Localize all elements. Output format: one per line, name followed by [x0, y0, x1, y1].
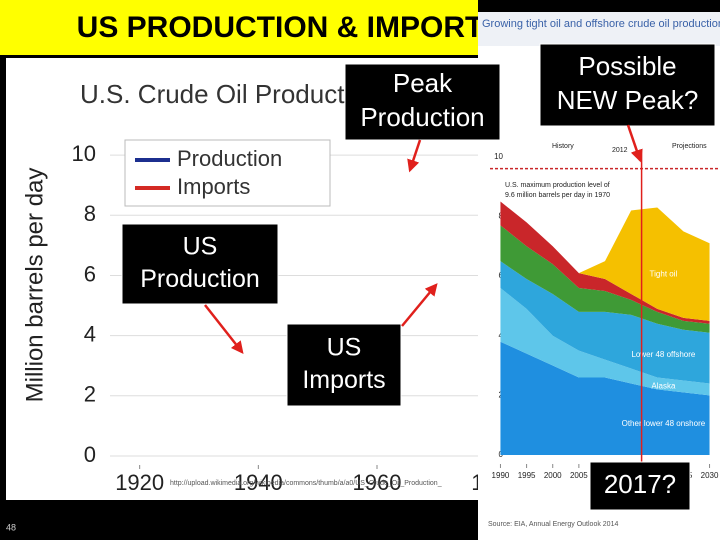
- callout-text: Possible: [578, 51, 676, 81]
- chart-2: 0246810199019952000200520102015202020252…: [482, 18, 720, 528]
- x-tick-label: 1995: [518, 471, 536, 480]
- area: [500, 201, 710, 321]
- y-tick-label: 8: [84, 201, 96, 226]
- callout-box: [589, 461, 691, 511]
- callouts: Peak Production Possible NEW Peak? US Product…: [121, 43, 716, 511]
- callout-text: Production: [140, 265, 260, 293]
- annotation: U.S. maximum production level of: [505, 182, 610, 189]
- x-tick-label: 1960: [353, 470, 402, 495]
- callout-box: [286, 323, 402, 407]
- x-tick-label: 2000: [544, 471, 562, 480]
- chart-title: U.S. Crude Oil Production: [80, 79, 379, 109]
- source-url: http://upload.wikimedia.org/wikipedia/co…: [170, 480, 442, 487]
- arrow: [401, 283, 438, 327]
- area-label: Lower 48 offshore: [631, 350, 695, 359]
- area: [500, 288, 710, 396]
- y-tick-label: 2: [84, 382, 96, 407]
- callout-text: Imports: [302, 366, 385, 394]
- y-tick-label: 10: [72, 141, 96, 166]
- x-tick-label: 2005: [570, 471, 588, 480]
- arrow: [204, 304, 244, 354]
- legend-box: [124, 139, 331, 207]
- annotation: Projections: [672, 143, 707, 150]
- y-tick-label: 6: [84, 261, 96, 286]
- callout-box: [539, 43, 716, 127]
- y-tick-label: 4: [84, 321, 96, 346]
- callout-text: Production: [360, 102, 484, 132]
- area: [500, 225, 710, 333]
- annotation: 2012: [612, 147, 628, 154]
- x-tick-label: 1940: [234, 470, 283, 495]
- callout-text: NEW Peak?: [557, 85, 699, 115]
- callout-text: US: [183, 232, 218, 260]
- area: [500, 261, 710, 384]
- area: [500, 341, 710, 456]
- chart-2-header: [478, 12, 720, 46]
- annotation: History: [552, 143, 574, 150]
- x-tick-label: 1920: [115, 470, 164, 495]
- y-tick-label: 10: [494, 152, 503, 161]
- callout-box: [121, 223, 279, 305]
- x-tick-label: 1990: [492, 471, 510, 480]
- area-label: Other lower 48 onshore: [622, 419, 706, 428]
- area-label: Alaska: [651, 382, 676, 391]
- x-tick-label: 2030: [701, 471, 719, 480]
- arrow: [407, 139, 422, 173]
- slide-title: US PRODUCTION & IMPORTS: [77, 11, 504, 44]
- y-axis-label: Million barrels per day: [21, 168, 48, 403]
- chart-title: Growing tight oil and offshore crude oil…: [482, 18, 720, 30]
- source: Source: EIA, Annual Energy Outlook 2014: [488, 521, 618, 528]
- callout-text: US: [327, 333, 362, 361]
- y-tick-label: 0: [84, 442, 96, 467]
- area-label: Tight oil: [650, 270, 678, 279]
- annotation: 9.6 million barrels per day in 1970: [505, 192, 610, 199]
- legend-label: Production: [177, 146, 282, 171]
- page-number: 48: [6, 522, 16, 532]
- title-band: [0, 0, 478, 55]
- legend-label: Imports: [177, 174, 250, 199]
- callout-text: 2017?: [604, 469, 676, 499]
- arrow: [626, 124, 643, 163]
- callout-text: Peak: [393, 68, 453, 98]
- callout-box: [344, 63, 501, 141]
